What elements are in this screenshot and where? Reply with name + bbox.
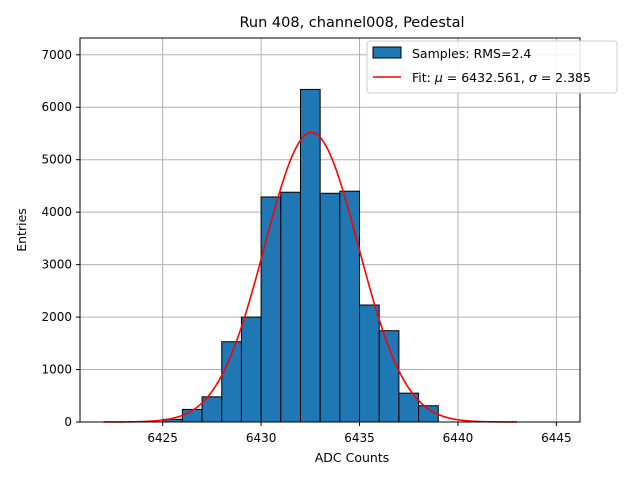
legend-swatch-samples [372,46,402,59]
legend: Samples: RMS=2.4 Fit: μ = 6432.561, σ = … [366,40,618,94]
y-tick-label: 5000 [41,153,72,167]
legend-label-samples: Samples: RMS=2.4 [412,46,531,61]
y-tick-label: 2000 [41,310,72,324]
legend-fit-sigma-value: = 2.385 [537,70,591,85]
y-tick-label: 6000 [41,100,72,114]
histogram-bar [299,88,321,423]
x-axis-ticks: 6425 6430 6435 6440 6445 [147,422,572,445]
gaussian-fit-line [103,131,518,423]
x-tick-label: 6425 [147,431,178,445]
legend-fit-sigma-symbol: σ [529,70,538,85]
y-tick-label: 3000 [41,258,72,272]
x-tick-label: 6430 [246,431,277,445]
histogram-bars [162,88,439,423]
histogram-bar [240,316,262,423]
y-tick-label: 1000 [41,363,72,377]
legend-fit-mu-symbol: μ [434,70,443,85]
histogram-bar [319,192,341,423]
chart-title: Run 408, channel008, Pedestal [239,15,464,31]
y-tick-label: 0 [64,415,72,429]
fit-curve-group [103,131,518,423]
y-axis-ticks: 0 1000 2000 3000 4000 5000 6000 7000 [41,48,80,429]
histogram-bar [260,196,282,423]
legend-fit-prefix: Fit: [412,70,435,85]
legend-label-fit: Fit: μ = 6432.561, σ = 2.385 [412,70,591,85]
histogram-bar [339,190,361,423]
x-tick-label: 6435 [344,431,375,445]
histogram-bar [280,191,301,423]
y-axis-label: Entries [14,208,29,252]
x-tick-label: 6440 [443,431,474,445]
legend-fit-mu-value: = 6432.561, [443,70,529,85]
y-tick-label: 4000 [41,205,72,219]
y-tick-label: 7000 [41,48,72,62]
legend-box [366,40,618,94]
x-axis-label: ADC Counts [315,450,390,465]
histogram-bar [378,330,400,423]
histogram-bar [359,304,380,423]
plot-area-frame [79,37,581,423]
x-tick-label: 6445 [541,431,572,445]
